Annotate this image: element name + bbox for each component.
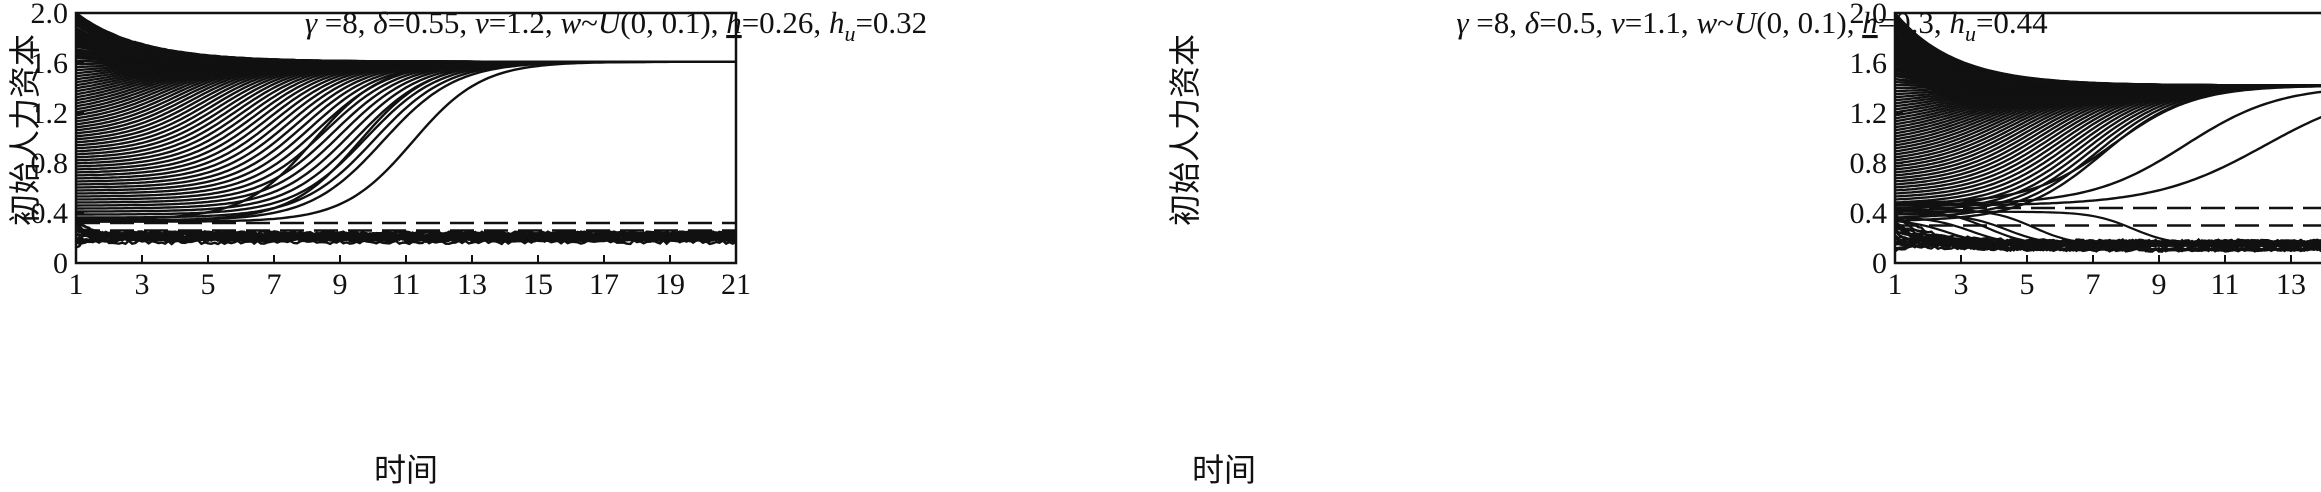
title-v: v	[1611, 5, 1625, 40]
title-hu-sub: u	[844, 21, 855, 46]
x-tick-label: 11	[2211, 268, 2240, 301]
title-w-args: (0, 0.1),	[620, 5, 726, 40]
chart-panel-left: 1 3 5 7 9 11 13 15 17 19 21 0 0.4 0.8 1.2 1.6 2.0 γ =8, …	[0, 0, 1160, 492]
x-tick-label: 11	[392, 268, 421, 301]
x-tick-label: 3	[1954, 268, 1969, 301]
x-tick-label: 5	[2020, 268, 2035, 301]
trajectory-descending	[1894, 220, 2321, 247]
title-w-dist: ~	[1717, 5, 1734, 40]
x-tick-label: 19	[655, 268, 685, 301]
title-w-args: (0, 0.1),	[1756, 5, 1862, 40]
trajectory-upper	[1895, 115, 2321, 207]
trajectory-lower	[75, 222, 737, 237]
title-v-value: =1.2,	[489, 5, 561, 40]
x-tick-label: 13	[457, 268, 487, 301]
title-h: h	[726, 5, 742, 40]
title-hu-value: =0.32	[855, 5, 927, 40]
y-tick-label: 0.4	[1850, 197, 1888, 230]
trajectory-lower	[75, 235, 737, 244]
trajectory-upper	[75, 22, 736, 63]
x-tick-label: 1	[69, 268, 84, 301]
y-tick-label: 1.6	[31, 47, 69, 80]
trajectory-upper	[1895, 85, 2321, 205]
x-tick-label: 9	[333, 268, 348, 301]
title-gamma: γ	[1456, 5, 1469, 40]
trajectory-upper	[1894, 90, 2321, 206]
x-axis-title: 时间	[1192, 451, 1256, 489]
title-h: h	[1862, 5, 1878, 40]
trajectory-lower	[1893, 226, 2321, 253]
title-h-value: =0.3,	[1878, 5, 1950, 40]
y-tick-label: 0	[1872, 247, 1887, 280]
y-tick-label: 2.0	[1850, 0, 1888, 30]
x-tick-label: 7	[2086, 268, 2101, 301]
title-w: w	[560, 5, 581, 40]
x-tick-label: 5	[201, 268, 216, 301]
y-tick-label: 1.6	[1850, 47, 1888, 80]
x-tick-label: 17	[589, 268, 619, 301]
title-delta-value: =0.5,	[1539, 5, 1611, 40]
trajectory-upper	[1894, 56, 2321, 87]
x-tick-label: 3	[135, 268, 150, 301]
title-delta-value: =0.55,	[388, 5, 475, 40]
title-v-value: =1.1,	[1625, 5, 1697, 40]
title-w: w	[1696, 5, 1717, 40]
plot-title: γ =8, δ=0.55, v=1.2, w~U(0, 0.1), h=0.26…	[305, 5, 927, 46]
x-tick-label: 7	[267, 268, 282, 301]
title-U: U	[1734, 5, 1759, 40]
x-tick-label: 21	[721, 268, 751, 301]
x-tick-label: 15	[523, 268, 553, 301]
title-gamma: γ	[305, 5, 318, 40]
title-gamma-value: =8,	[317, 5, 373, 40]
title-w-dist: ~	[581, 5, 598, 40]
title-v: v	[475, 5, 489, 40]
trajectory-lower	[1894, 241, 2321, 253]
y-tick-label: 2.0	[31, 0, 69, 30]
threshold-lines	[76, 221, 736, 232]
x-axis-title: 时间	[374, 451, 438, 489]
x-tick-label: 13	[2276, 268, 2306, 301]
title-h-value: =0.26,	[742, 5, 829, 40]
y-tick-label: 0.8	[1850, 147, 1888, 180]
title-hu-value: =0.44	[1976, 5, 2048, 40]
title-hu: h	[829, 5, 845, 40]
title-hu: h	[1949, 5, 1965, 40]
title-delta: δ	[373, 5, 388, 40]
x-tick-label: 1	[1888, 268, 1903, 301]
y-tick-label: 1.2	[31, 97, 69, 130]
y-tick-label: 0.4	[31, 197, 69, 230]
y-tick-label: 0	[53, 247, 68, 280]
title-hu-sub: u	[1965, 21, 1976, 46]
title-delta: δ	[1525, 5, 1540, 40]
trajectory-group	[75, 12, 737, 249]
y-axis-title: 初始人力资本	[1166, 34, 1204, 226]
trajectory-group	[1893, 12, 2321, 253]
threshold-lines	[1895, 206, 2321, 227]
title-U: U	[598, 5, 623, 40]
x-tick-label: 9	[2152, 268, 2167, 301]
y-tick-label: 1.2	[1850, 97, 1888, 130]
y-tick-label: 0.8	[31, 147, 69, 180]
trajectory-lower	[75, 236, 737, 246]
y-axis-title: 初始人力资本	[6, 34, 44, 226]
title-gamma-value: =8,	[1469, 5, 1525, 40]
plot-title: γ =8, δ=0.5, v=1.1, w~U(0, 0.1), h=0.3, …	[1456, 5, 2048, 46]
